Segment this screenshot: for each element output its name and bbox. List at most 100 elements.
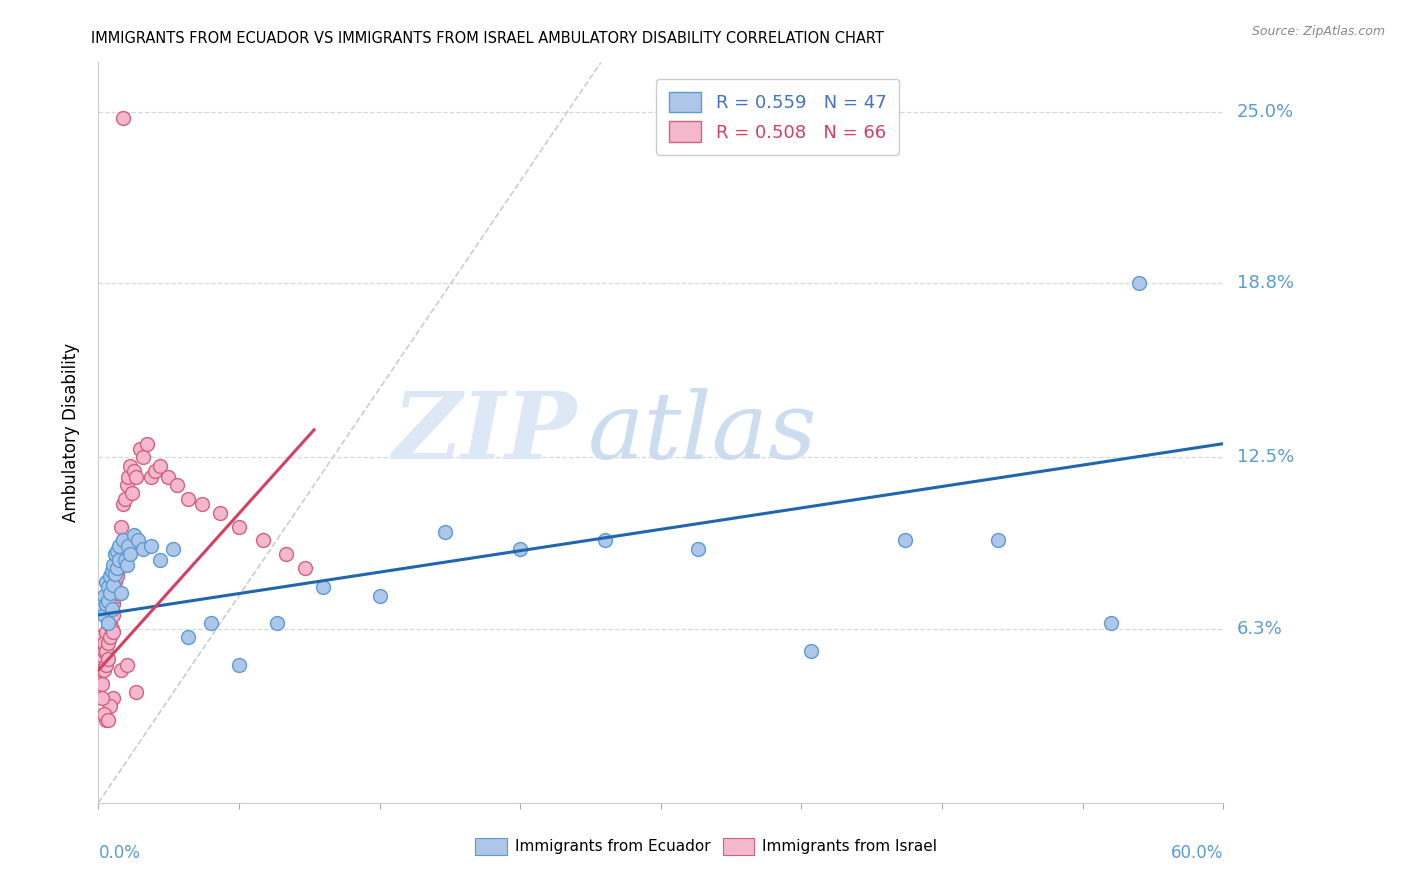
Point: [100, 564, 122, 578]
Point: [228, 657, 250, 672]
Point: [89, 644, 111, 658]
Point: [91, 649, 114, 664]
Point: [177, 630, 200, 644]
Text: ZIP: ZIP: [392, 388, 576, 477]
Point: [94, 597, 117, 611]
Point: [93, 589, 115, 603]
Point: [97, 635, 120, 649]
Point: [105, 544, 128, 558]
Point: [368, 589, 391, 603]
Point: [108, 541, 131, 556]
Point: [122, 464, 145, 478]
Point: [98, 630, 121, 644]
Point: [108, 539, 131, 553]
Point: [103, 607, 125, 622]
Point: [117, 470, 139, 484]
Point: [312, 580, 335, 594]
Point: [139, 539, 162, 553]
Point: [104, 589, 127, 603]
Point: [115, 478, 138, 492]
Point: [166, 478, 188, 492]
Point: [100, 622, 122, 636]
Point: [132, 450, 155, 465]
Point: [688, 541, 710, 556]
Point: [89, 630, 111, 644]
Point: [93, 644, 115, 658]
Text: Source: ZipAtlas.com: Source: ZipAtlas.com: [1251, 25, 1385, 38]
Y-axis label: Ambulatory Disability: Ambulatory Disability: [62, 343, 80, 522]
Point: [94, 574, 117, 589]
Point: [117, 539, 139, 553]
Point: [115, 657, 138, 672]
Text: 6.3%: 6.3%: [1237, 620, 1282, 638]
Point: [105, 586, 128, 600]
Text: IMMIGRANTS FROM ECUADOR VS IMMIGRANTS FROM ISRAEL AMBULATORY DISABILITY CORRELAT: IMMIGRANTS FROM ECUADOR VS IMMIGRANTS FR…: [91, 31, 884, 46]
Text: 12.5%: 12.5%: [1237, 449, 1295, 467]
Point: [105, 552, 128, 566]
Point: [111, 498, 134, 512]
Point: [97, 616, 120, 631]
Point: [177, 491, 200, 506]
Point: [893, 533, 915, 548]
Point: [105, 561, 128, 575]
Point: [143, 464, 166, 478]
Point: [114, 552, 136, 566]
Point: [103, 597, 125, 611]
Point: [100, 602, 122, 616]
Point: [111, 111, 134, 125]
Point: [104, 547, 127, 561]
Point: [98, 569, 121, 583]
Point: [103, 577, 125, 591]
Point: [274, 547, 297, 561]
Point: [91, 690, 114, 705]
Point: [108, 561, 131, 575]
Point: [93, 635, 115, 649]
Point: [139, 470, 162, 484]
Point: [120, 458, 142, 473]
Point: [94, 644, 117, 658]
Point: [98, 586, 121, 600]
Point: [103, 558, 125, 573]
Point: [94, 657, 117, 672]
Point: [162, 541, 184, 556]
Point: [98, 602, 121, 616]
Point: [156, 470, 179, 484]
Point: [987, 533, 1010, 548]
Point: [1099, 616, 1122, 631]
Point: [97, 594, 120, 608]
Point: [266, 616, 288, 631]
Point: [110, 519, 132, 533]
Bar: [475, 838, 506, 855]
Point: [125, 685, 148, 699]
Point: [98, 616, 121, 631]
Point: [97, 616, 120, 631]
Point: [91, 602, 114, 616]
Point: [97, 713, 120, 727]
Point: [93, 607, 115, 622]
Point: [228, 519, 250, 533]
Point: [149, 458, 172, 473]
Text: Immigrants from Israel: Immigrants from Israel: [762, 839, 936, 854]
Point: [110, 663, 132, 677]
Text: Immigrants from Ecuador: Immigrants from Ecuador: [515, 839, 710, 854]
Point: [104, 566, 127, 581]
Point: [97, 580, 120, 594]
Point: [128, 442, 150, 457]
Point: [91, 677, 114, 691]
Point: [103, 624, 125, 639]
Point: [105, 569, 128, 583]
Point: [108, 552, 131, 566]
Point: [115, 558, 138, 573]
Point: [93, 663, 115, 677]
Point: [149, 552, 172, 566]
Point: [1128, 277, 1150, 291]
Point: [94, 624, 117, 639]
Point: [190, 498, 212, 512]
Point: [100, 602, 122, 616]
Point: [125, 470, 148, 484]
Legend: R = 0.559   N = 47, R = 0.508   N = 66: R = 0.559 N = 47, R = 0.508 N = 66: [657, 78, 900, 155]
Point: [94, 713, 117, 727]
Point: [103, 690, 125, 705]
Point: [120, 547, 142, 561]
Point: [122, 528, 145, 542]
